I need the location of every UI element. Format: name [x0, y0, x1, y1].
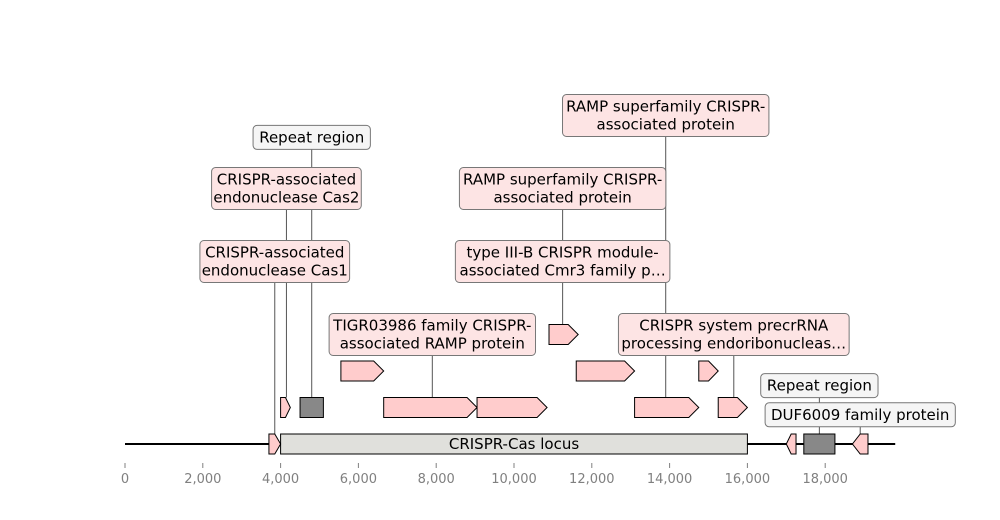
annotation-label-line: processing endoribonucleas… [621, 335, 846, 353]
annotation-label-9: Repeat region [767, 377, 872, 395]
repeat-region-feature-13 [803, 433, 836, 455]
x-tick-label: 8,000 [418, 472, 455, 487]
annotation-box-4 [328, 313, 537, 356]
annotation-box-1 [199, 240, 351, 283]
x-tick-label: 12,000 [569, 472, 615, 487]
annotation-label-line: CRISPR-associated [205, 244, 344, 262]
annotation-box-7 [617, 313, 850, 356]
gene-arrow-8 [575, 360, 636, 382]
annotation-label-line: CRISPR system precrRNA [639, 317, 829, 335]
annotation-label-line: endonuclease Cas1 [202, 262, 348, 280]
annotation-label-6: RAMP superfamily CRISPR-associated prote… [463, 171, 662, 207]
x-tick-label: 10,000 [491, 472, 537, 487]
x-tick-label: 14,000 [647, 472, 693, 487]
gene-arrow-5 [383, 397, 478, 418]
annotation-box-2 [211, 167, 362, 210]
annotation-label-line: associated Cmr3 family p… [460, 262, 666, 280]
x-tick-label: 2,000 [184, 472, 221, 487]
annotation-label-7: CRISPR system precrRNA processing endorib… [621, 317, 846, 353]
x-tick-label: 18,000 [802, 472, 848, 487]
annotation-box-9 [760, 373, 879, 399]
annotation-label-line: endonuclease Cas2 [213, 189, 359, 207]
gene-arrow-9 [634, 397, 700, 418]
annotation-label-line: associated RAMP protein [340, 335, 525, 353]
annotation-label-line: RAMP superfamily CRISPR- [566, 98, 765, 116]
annotation-label-8: RAMP superfamily CRISPR-associated prote… [566, 98, 765, 134]
annotation-box-5 [454, 240, 671, 283]
repeat-region-feature-3 [299, 397, 324, 418]
gene-arrow-7 [548, 324, 579, 345]
annotation-label-1: CRISPR-associated endonuclease Cas1 [202, 244, 348, 280]
gene-arrow-2 [280, 397, 291, 418]
annotation-box-10 [764, 402, 956, 428]
annotation-label-line: Repeat region [767, 377, 872, 395]
annotation-label-line: type III-B CRISPR module- [467, 244, 659, 262]
annotation-label-2: CRISPR-associated endonuclease Cas2 [213, 171, 359, 207]
crispr-cas-locus-label: CRISPR-Cas locus [449, 435, 579, 453]
annotation-label-line: TIGR03986 family CRISPR- [332, 317, 531, 335]
annotation-label-5: type III-B CRISPR module-associated Cmr3… [460, 244, 666, 280]
annotation-label-3: Repeat region [259, 128, 364, 146]
annotation-box-8 [562, 94, 770, 137]
annotation-label-line: Repeat region [259, 128, 364, 146]
annotation-label-line: associated protein [597, 116, 735, 134]
gene-arrow-10 [698, 360, 719, 382]
annotation-box-6 [458, 167, 667, 210]
x-tick-label: 0 [121, 472, 129, 487]
annotation-label-line: RAMP superfamily CRISPR- [463, 171, 662, 189]
gene-arrow-4 [340, 360, 385, 382]
gene-arrow-11 [717, 397, 749, 418]
x-tick-label: 4,000 [262, 472, 299, 487]
annotation-label-4: TIGR03986 family CRISPR-associated RAMP … [332, 317, 531, 353]
x-tick-label: 16,000 [725, 472, 771, 487]
annotation-box-3 [252, 124, 371, 150]
gene-arrow-1 [268, 433, 282, 455]
annotation-label-line: CRISPR-associated [217, 171, 356, 189]
annotation-label-line: associated protein [493, 189, 631, 207]
annotation-label-10: DUF6009 family protein [771, 406, 949, 424]
gene-arrow-12 [785, 433, 797, 455]
x-tick-label: 6,000 [340, 472, 377, 487]
gene-arrow-6 [476, 397, 548, 418]
annotation-label-line: DUF6009 family protein [771, 406, 949, 424]
gene-arrow-14 [851, 433, 869, 455]
